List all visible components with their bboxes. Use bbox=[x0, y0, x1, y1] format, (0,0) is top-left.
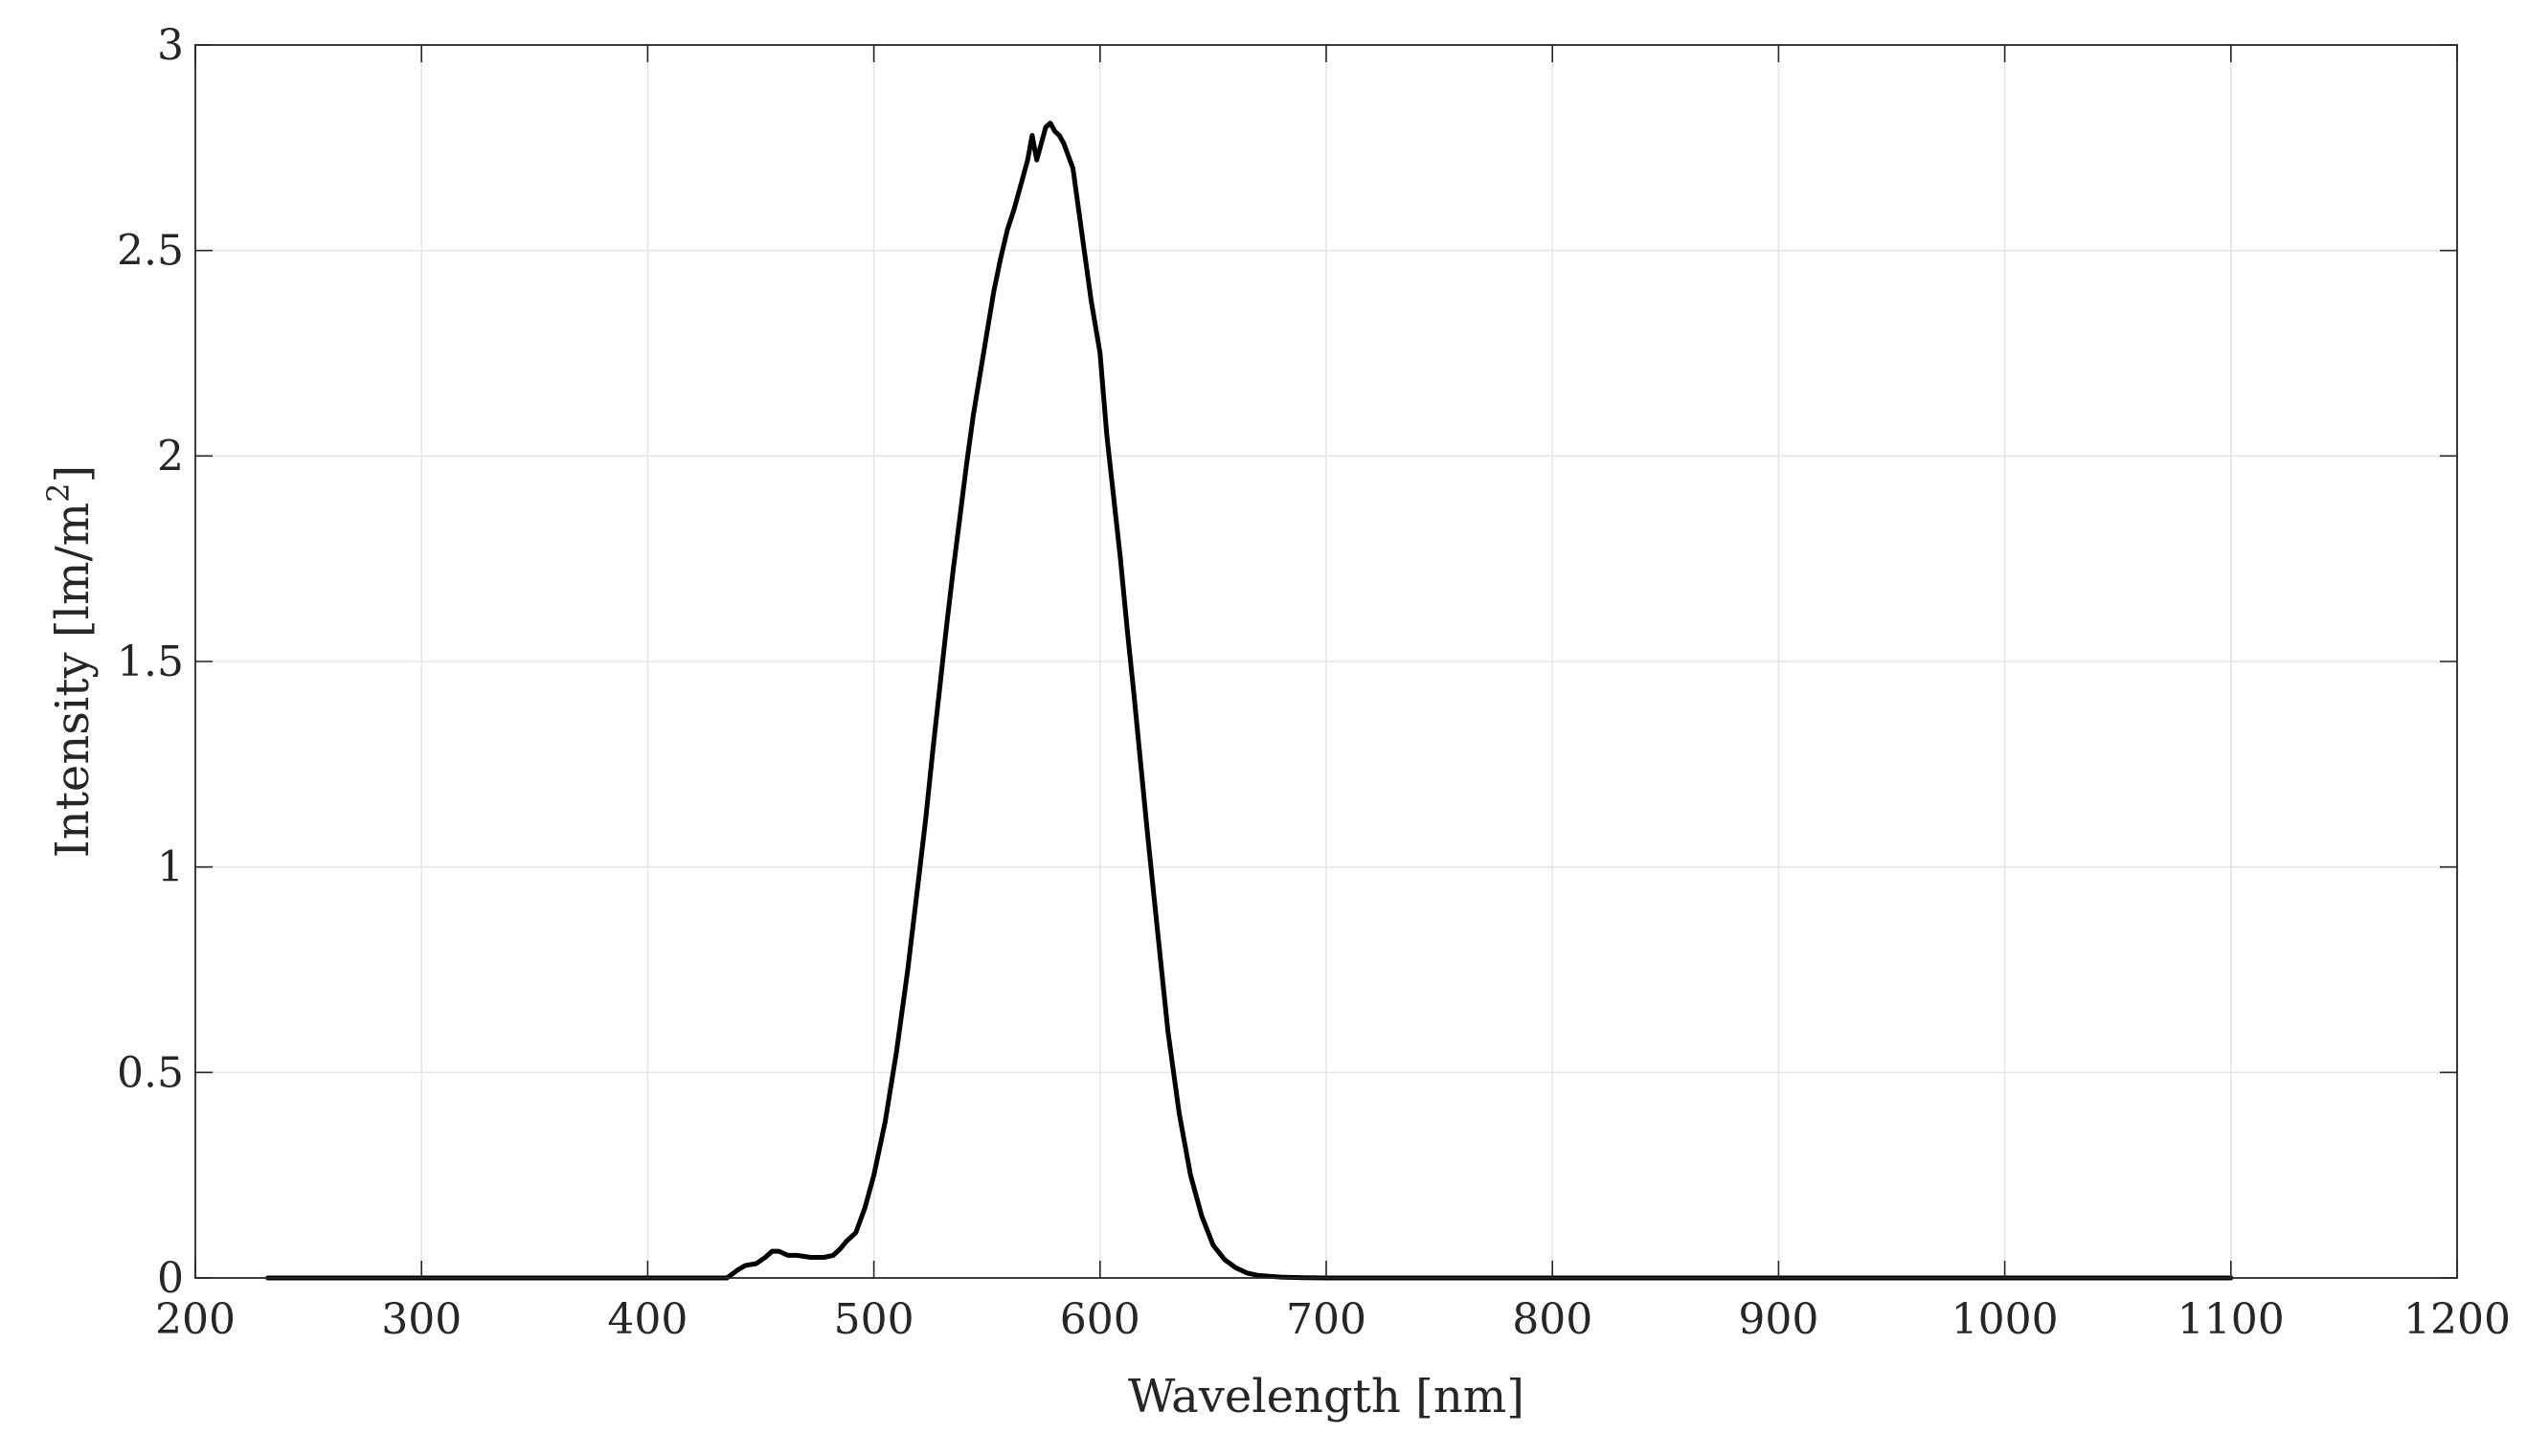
y-tick-label: 3 bbox=[157, 21, 184, 70]
y-tick-label: 2 bbox=[157, 432, 184, 481]
y-tick-label: 1.5 bbox=[117, 638, 184, 686]
y-axis-label-main: Intensity [lm/m bbox=[46, 503, 100, 858]
x-tick-label: 800 bbox=[1512, 1295, 1592, 1344]
series-group bbox=[265, 121, 2234, 1281]
x-tick-label: 600 bbox=[1060, 1295, 1140, 1344]
y-tick-label: 0.5 bbox=[117, 1048, 184, 1097]
y-axis-tick-labels: 0 0.5 1 1.5 2 2.5 3 bbox=[117, 21, 184, 1303]
y-axis-label: Intensity [lm/m2] bbox=[40, 465, 100, 859]
axis-ticks bbox=[194, 44, 2458, 1279]
y-axis-label-superscript: 2 bbox=[40, 482, 77, 502]
grid bbox=[195, 45, 2457, 1278]
x-tick-label: 400 bbox=[607, 1295, 688, 1344]
x-axis-tick-labels: 200 300 400 500 600 700 800 900 1000 1100 1200 bbox=[155, 1295, 2511, 1344]
y-axis-label-suffix: ] bbox=[46, 465, 100, 483]
x-tick-label: 1200 bbox=[2403, 1295, 2511, 1344]
y-tick-label: 1 bbox=[157, 843, 184, 892]
x-axis-label: Wavelength [nm] bbox=[1128, 1370, 1524, 1423]
y-tick-label: 0 bbox=[157, 1254, 184, 1303]
x-tick-label: 500 bbox=[834, 1295, 914, 1344]
x-tick-label: 200 bbox=[155, 1295, 236, 1344]
x-tick-label: 1000 bbox=[1952, 1295, 2059, 1344]
series-line-1 bbox=[265, 121, 2234, 1281]
x-tick-label: 700 bbox=[1286, 1295, 1366, 1344]
x-tick-label: 300 bbox=[381, 1295, 462, 1344]
y-tick-label: 2.5 bbox=[117, 227, 184, 276]
x-tick-label: 1100 bbox=[2177, 1295, 2285, 1344]
x-tick-label: 900 bbox=[1738, 1295, 1818, 1344]
